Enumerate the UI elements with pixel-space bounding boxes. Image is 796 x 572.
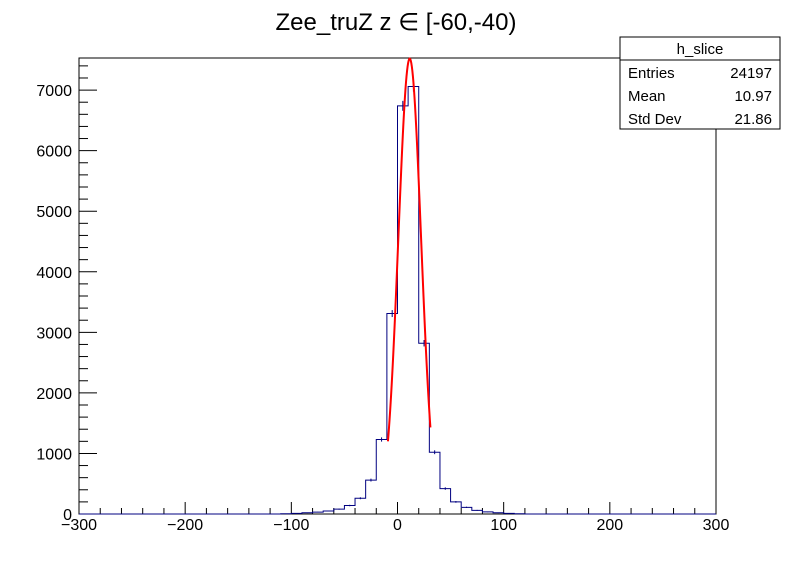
stats-stddev-label: Std Dev: [628, 111, 682, 128]
y-tick-label: 0: [63, 507, 72, 524]
y-axis-tick-labels: 0 1000 2000 3000 4000 5000 6000 7000: [36, 83, 72, 524]
stats-box: h_slice Entries 24197 Mean 10.97 Std Dev…: [619, 36, 781, 130]
y-tick-label: 1000: [36, 446, 72, 463]
stats-mean-value: 10.97: [734, 88, 772, 105]
y-tick-label: 5000: [36, 204, 72, 221]
x-tick-label: 100: [490, 517, 517, 534]
stats-mean-label: Mean: [628, 88, 666, 105]
histogram-series: [79, 85, 716, 515]
stats-entries-label: Entries: [628, 65, 675, 82]
x-tick-label: 300: [703, 517, 730, 534]
stats-stddev-value: 21.86: [734, 111, 772, 128]
y-tick-label: 6000: [36, 144, 72, 161]
x-tick-label: −300: [61, 517, 97, 534]
x-tick-label: −100: [273, 517, 309, 534]
y-tick-label: 7000: [36, 83, 72, 100]
x-axis-tick-labels: −300 −200 −100 0 100 200 300: [61, 517, 729, 534]
gaussian-fit-curve: [386, 57, 432, 442]
stats-name: h_slice: [677, 41, 724, 58]
stats-entries-value: 24197: [730, 65, 772, 82]
x-tick-label: 0: [393, 517, 402, 534]
y-tick-label: 3000: [36, 325, 72, 342]
stats-box-frame: [619, 36, 781, 130]
chart-title: Zee_truZ z ∈ [-60,-40): [276, 9, 517, 36]
y-tick-label: 4000: [36, 265, 72, 282]
y-tick-label: 2000: [36, 386, 72, 403]
x-tick-label: 200: [596, 517, 623, 534]
x-tick-label: −200: [167, 517, 203, 534]
